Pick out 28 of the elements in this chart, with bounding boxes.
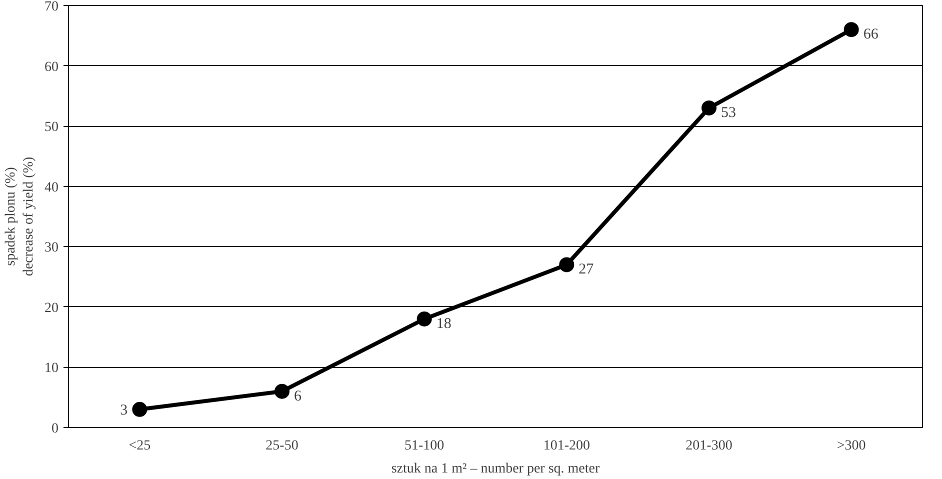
data-label: 18 bbox=[436, 316, 452, 332]
x-tick-label: 201-300 bbox=[686, 438, 732, 454]
data-label: 3 bbox=[120, 402, 128, 418]
y-tick-label: 60 bbox=[44, 60, 58, 75]
x-tick-label: 101-200 bbox=[543, 438, 590, 454]
y-tick-label: 40 bbox=[44, 180, 58, 196]
x-axis-title: sztuk na 1 m² – number per sq. meter bbox=[391, 462, 600, 476]
point bbox=[274, 384, 290, 399]
point bbox=[559, 257, 574, 272]
data-label: 27 bbox=[578, 262, 594, 278]
data-label: 53 bbox=[721, 104, 736, 121]
y-axis-title: spadek plonu (%) decrease of yield (%) bbox=[4, 156, 36, 276]
x-tick-label: >300 bbox=[836, 438, 866, 454]
point bbox=[416, 312, 432, 326]
y-tick-label: 50 bbox=[44, 120, 58, 136]
point bbox=[702, 100, 716, 116]
y-tick-label: 30 bbox=[44, 240, 58, 256]
y-tick-label: 0 bbox=[52, 422, 58, 436]
y-tick-label: 70 bbox=[44, 0, 58, 14]
x-tick-label: 25-50 bbox=[266, 438, 298, 454]
data-label: 6 bbox=[294, 388, 302, 404]
x-tick-label: 51-100 bbox=[404, 438, 444, 454]
x-tick-label: <25 bbox=[128, 438, 151, 454]
point bbox=[844, 22, 859, 38]
y-tick-label: 20 bbox=[44, 300, 58, 316]
y-tick-label: 10 bbox=[44, 361, 58, 376]
point bbox=[132, 402, 148, 417]
data-label: 66 bbox=[863, 26, 879, 43]
